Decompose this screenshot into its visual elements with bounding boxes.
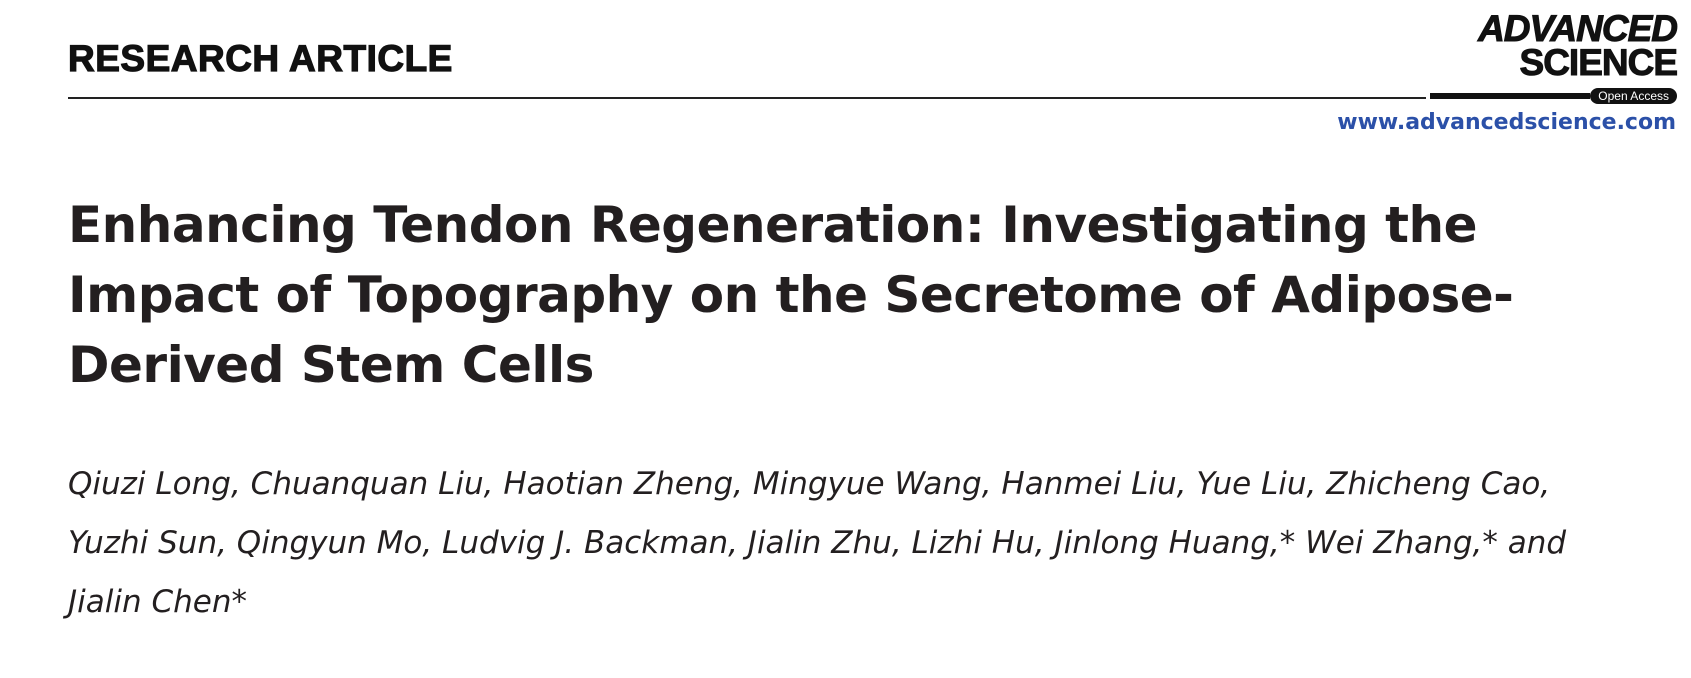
section-label: RESEARCH ARTICLE [67,37,453,79]
article-title: Enhancing Tendon Regeneration: Investiga… [68,196,1514,394]
logo-bar [1430,93,1590,99]
logo-line2: SCIENCE [1519,42,1678,83]
header-divider [68,97,1426,99]
journal-url-link[interactable]: www.advancedscience.com [1337,110,1676,135]
journal-logo: ADVANCED SCIENCE Open Access [1425,6,1679,106]
logo-line1: ADVANCED [1478,8,1679,49]
author-list: Qiuzi Long, Chuanquan Liu, Haotian Zheng… [68,466,1567,620]
open-access-badge: Open Access [1590,88,1677,104]
